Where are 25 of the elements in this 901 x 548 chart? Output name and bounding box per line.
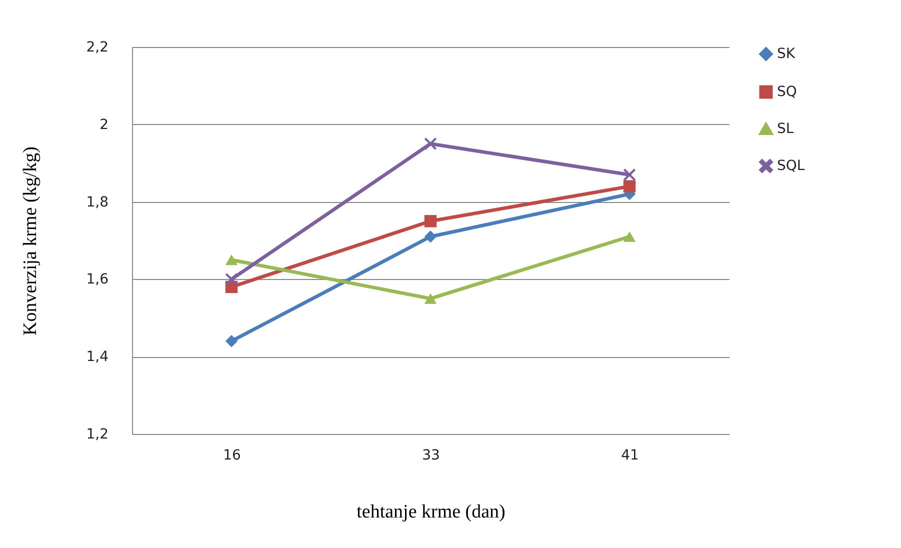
point	[623, 168, 636, 181]
y-tick-label: 1,8	[86, 194, 108, 210]
x-tick-label: 41	[621, 448, 639, 464]
y-tick-label: 1,4	[86, 349, 109, 366]
y-tick-label: 2,2	[86, 40, 108, 56]
y-tick-label: 2	[100, 116, 108, 133]
y-tick-label: 1,6	[86, 272, 109, 288]
legend-label: SK	[777, 46, 796, 62]
y-tick-label: 1,2	[86, 426, 108, 442]
point	[424, 138, 437, 150]
legend-label: SL	[777, 121, 794, 137]
x-tick-label: 33	[422, 448, 440, 464]
legend-label: SQL	[777, 158, 805, 174]
point	[424, 293, 437, 304]
point	[623, 231, 636, 242]
point	[225, 334, 238, 348]
point	[623, 180, 636, 192]
point	[424, 230, 437, 243]
x-tick-label: 16	[223, 448, 241, 464]
point	[225, 273, 238, 286]
legend-label: SQ	[777, 84, 797, 100]
point	[424, 215, 437, 228]
x-axis-title: tehtanje krme (dan)	[356, 502, 506, 522]
point	[225, 254, 238, 266]
y-axis-title: Konverzija krme (kg/kg)	[20, 146, 42, 336]
